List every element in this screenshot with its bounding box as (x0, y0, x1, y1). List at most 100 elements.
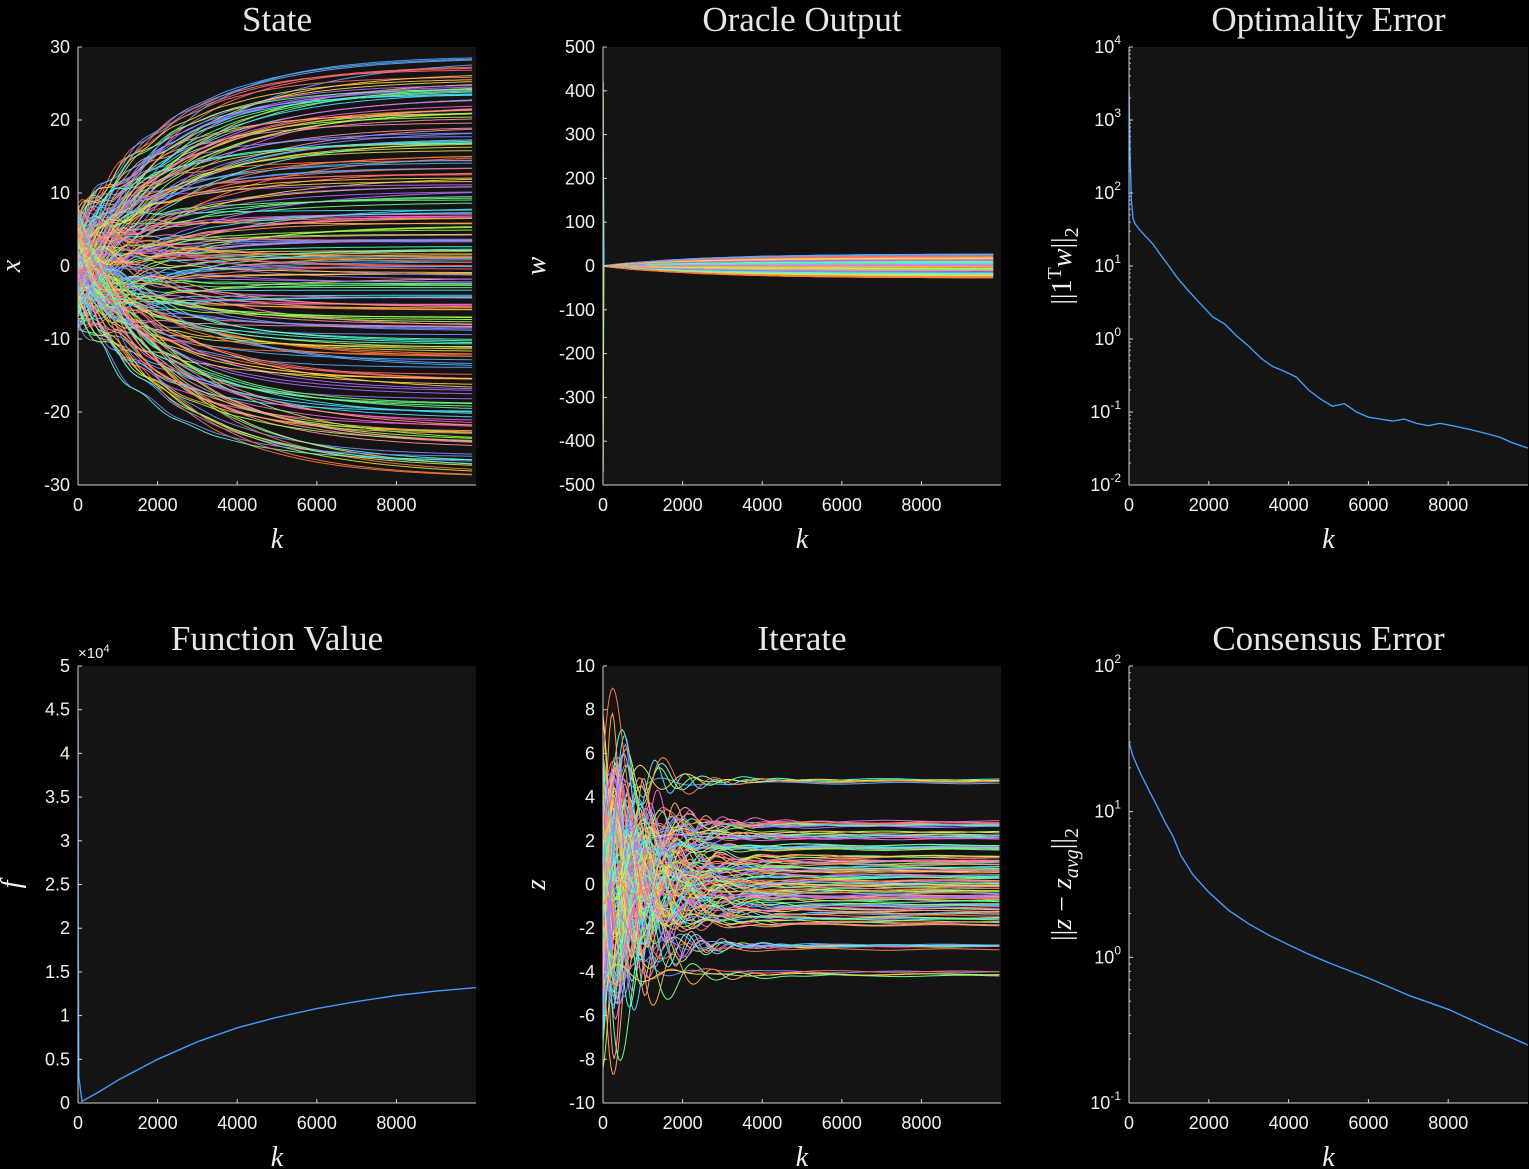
x-axis-label: k (796, 524, 809, 555)
x-tick-label: 8000 (1428, 1113, 1468, 1133)
x-axis-label: k (796, 1142, 809, 1169)
series-line (603, 265, 994, 277)
y-tick-label: -30 (44, 475, 70, 495)
y-tick-label: 20 (50, 110, 70, 130)
series-line (78, 323, 473, 427)
series-line (603, 875, 1000, 966)
series-line (78, 113, 473, 241)
series-line (78, 286, 473, 328)
series-line (603, 818, 1000, 864)
series-line (78, 93, 473, 242)
x-tick-label: 4000 (742, 495, 782, 515)
y-tick-label: -100 (559, 300, 595, 320)
series-line (78, 283, 473, 308)
series-line (78, 277, 473, 423)
series-line (603, 831, 1000, 993)
series-line (78, 142, 473, 272)
series-line (78, 59, 473, 247)
series-line (78, 266, 473, 284)
traces (603, 81, 994, 472)
y-tick-label: 0 (585, 256, 595, 276)
series-line (603, 255, 994, 267)
x-tick-label: 4000 (217, 1113, 257, 1133)
series-line (603, 854, 1000, 913)
y-axis-label: x (0, 259, 27, 273)
series-line (603, 901, 1000, 1003)
y-tick-label: -300 (559, 387, 595, 407)
series-line (78, 191, 473, 265)
traces (1129, 90, 1528, 449)
series-line (78, 150, 473, 286)
series-line (78, 167, 473, 280)
series-line (78, 274, 473, 472)
series-line (603, 824, 1000, 918)
y-tick-label: 2 (585, 831, 595, 851)
series-line (78, 273, 473, 466)
x-tick-label: 0 (73, 1113, 83, 1133)
series-line (78, 93, 473, 269)
series-line (603, 257, 994, 267)
y-tick-label: 4.5 (45, 700, 70, 720)
traces (603, 687, 1000, 1075)
y-tick-label: 102 (1094, 179, 1121, 203)
plot-area (1129, 47, 1528, 485)
series-line (603, 833, 1000, 970)
series-line (603, 858, 1000, 985)
x-tick-label: 2000 (663, 495, 703, 515)
series-line (78, 143, 473, 273)
series-line (78, 231, 473, 308)
series-line (78, 226, 473, 258)
series-line (603, 265, 994, 270)
series-line (603, 265, 994, 278)
traces (1129, 742, 1528, 1046)
x-tick-label: 0 (73, 495, 83, 515)
y-tick-label: 6 (585, 743, 595, 763)
series-line (78, 248, 473, 395)
x-tick-label: 6000 (822, 1113, 862, 1133)
y-tick-label: 101 (1094, 798, 1121, 822)
chart-title: Function Value (171, 619, 383, 658)
y-tick-label: 0 (585, 875, 595, 895)
series-line (78, 186, 473, 257)
series-line (78, 270, 473, 409)
series-line (78, 245, 473, 273)
x-axis-label: k (271, 524, 284, 555)
y-tick-label: 8 (585, 700, 595, 720)
series-line (603, 254, 994, 267)
series-line (78, 292, 473, 443)
series-line (78, 89, 473, 226)
series-line (603, 875, 1000, 965)
series-line (78, 112, 473, 269)
y-tick-label: -200 (559, 344, 595, 364)
series-line (78, 109, 473, 251)
series-line (78, 282, 473, 309)
y-axis-label: f (0, 877, 27, 888)
series-line (78, 84, 473, 312)
series-line (78, 213, 473, 255)
series-line (1129, 90, 1528, 449)
series-line (78, 283, 473, 309)
y-tick-label: 104 (1094, 33, 1121, 57)
y-axis-label: ||1Tw||2 (1044, 227, 1083, 304)
series-line (603, 262, 994, 267)
x-tick-label: 0 (598, 1113, 608, 1133)
series-line (78, 305, 473, 465)
series-line (78, 85, 473, 277)
series-line (603, 796, 1000, 844)
y-tick-label: 2 (60, 918, 70, 938)
series-line (78, 239, 473, 281)
series-line (78, 242, 473, 352)
series-line (78, 235, 473, 461)
series-line (78, 285, 473, 318)
series-line (603, 259, 994, 267)
series-line (603, 850, 1000, 902)
subplot-4: 0 2000 4000 6000 8000 0 0.5 1 1.5 2 2.5 3 3.5 4 4.5 5 ×1… (0, 619, 476, 1169)
x-tick-label: 2000 (1189, 495, 1229, 515)
series-line (603, 836, 1000, 1008)
series-line (78, 81, 473, 236)
series-line (78, 248, 473, 299)
x-tick-label: 4000 (1269, 495, 1309, 515)
series-line (603, 771, 1000, 877)
series-line (603, 872, 1000, 930)
y-tick-label: 0 (60, 1093, 70, 1113)
